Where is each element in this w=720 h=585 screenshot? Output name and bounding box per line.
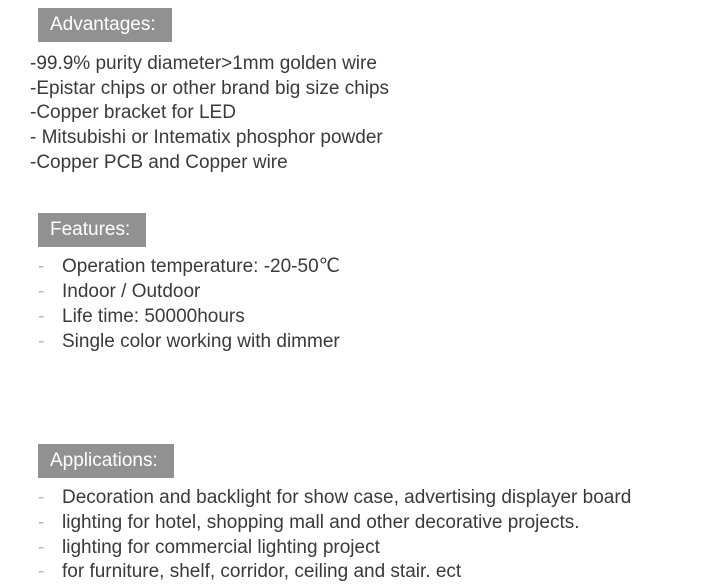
applications-item-text: for furniture, shelf, corridor, ceiling … bbox=[62, 560, 461, 585]
applications-item: - lighting for hotel, shopping mall and … bbox=[30, 511, 720, 536]
advantages-item: - Mitsubishi or Intematix phosphor powde… bbox=[30, 126, 720, 151]
dash-icon: - bbox=[38, 255, 54, 280]
dash-icon: - bbox=[38, 305, 54, 330]
features-item: - Indoor / Outdoor bbox=[30, 280, 720, 305]
advantages-item: -Epistar chips or other brand big size c… bbox=[30, 77, 720, 102]
advantages-content: -99.9% purity diameter>1mm golden wire -… bbox=[30, 52, 720, 175]
features-item: - Single color working with dimmer bbox=[30, 330, 720, 355]
features-header: Features: bbox=[38, 213, 146, 247]
dash-icon: - bbox=[38, 486, 54, 511]
features-item-text: Single color working with dimmer bbox=[62, 330, 340, 355]
applications-item: - lighting for commercial lighting proje… bbox=[30, 536, 720, 561]
dash-icon: - bbox=[38, 330, 54, 355]
applications-item-text: lighting for commercial lighting project bbox=[62, 536, 380, 561]
features-item-text: Operation temperature: -20-50℃ bbox=[62, 255, 340, 280]
advantages-item: -Copper PCB and Copper wire bbox=[30, 151, 720, 176]
applications-header: Applications: bbox=[38, 444, 174, 478]
features-item-text: Life time: 50000hours bbox=[62, 305, 245, 330]
features-item-text: Indoor / Outdoor bbox=[62, 280, 200, 305]
applications-item: - Decoration and backlight for show case… bbox=[30, 486, 720, 511]
applications-item-text: Decoration and backlight for show case, … bbox=[62, 486, 631, 511]
advantages-section: Advantages: -99.9% purity diameter>1mm g… bbox=[30, 8, 720, 175]
applications-item-text: lighting for hotel, shopping mall and ot… bbox=[62, 511, 580, 536]
dash-icon: - bbox=[38, 280, 54, 305]
advantages-item: -99.9% purity diameter>1mm golden wire bbox=[30, 52, 720, 77]
applications-content: - Decoration and backlight for show case… bbox=[30, 486, 720, 585]
applications-item: - for furniture, shelf, corridor, ceilin… bbox=[30, 560, 720, 585]
features-section: Features: - Operation temperature: -20-5… bbox=[30, 213, 720, 354]
applications-section: Applications: - Decoration and backlight… bbox=[30, 444, 720, 585]
dash-icon: - bbox=[38, 560, 54, 585]
features-item: - Operation temperature: -20-50℃ bbox=[30, 255, 720, 280]
dash-icon: - bbox=[38, 511, 54, 536]
features-item: - Life time: 50000hours bbox=[30, 305, 720, 330]
advantages-item: -Copper bracket for LED bbox=[30, 101, 720, 126]
dash-icon: - bbox=[38, 536, 54, 561]
features-content: - Operation temperature: -20-50℃ - Indoo… bbox=[30, 255, 720, 354]
advantages-header: Advantages: bbox=[38, 8, 172, 42]
